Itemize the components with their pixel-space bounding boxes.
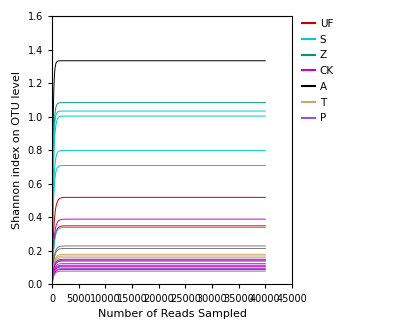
X-axis label: Number of Reads Sampled: Number of Reads Sampled — [98, 309, 246, 319]
Y-axis label: Shannon index on OTU level: Shannon index on OTU level — [12, 71, 22, 230]
Legend: UF, S, Z, CK, A, T, P: UF, S, Z, CK, A, T, P — [302, 19, 334, 123]
